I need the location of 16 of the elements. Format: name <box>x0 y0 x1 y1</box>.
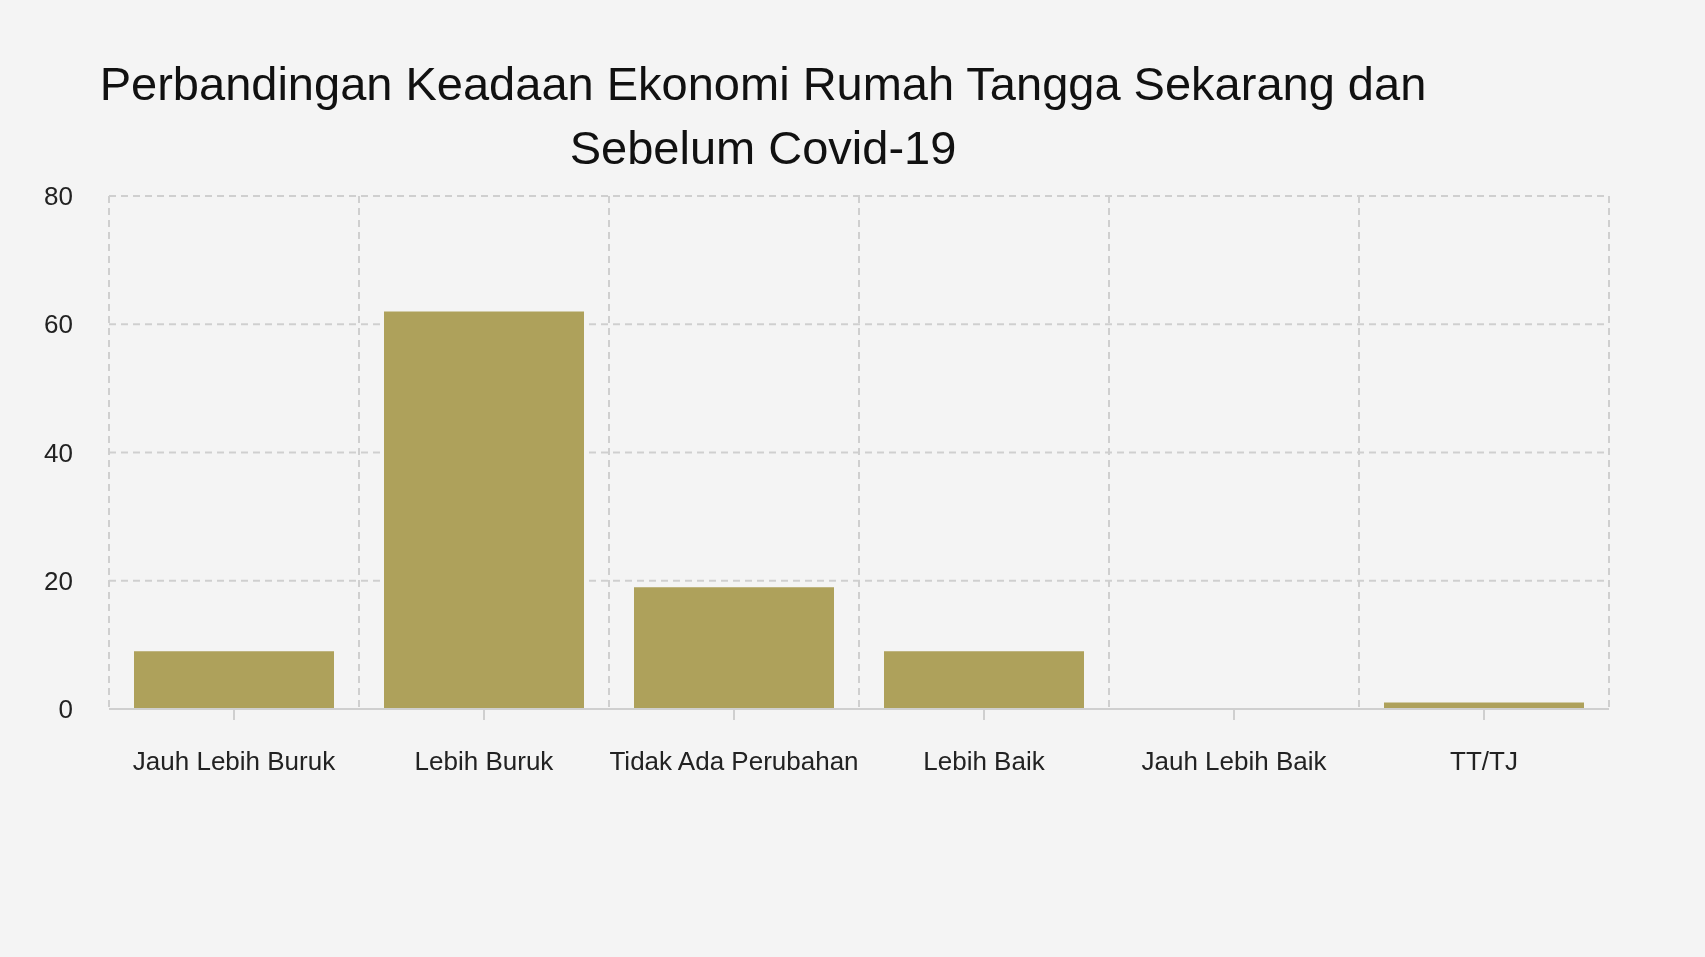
y-tick-label: 60 <box>44 309 73 340</box>
y-tick-label: 20 <box>44 565 73 596</box>
bar <box>134 651 334 709</box>
x-tick-label: Lebih Baik <box>923 746 1046 777</box>
y-tick-label: 40 <box>44 437 73 468</box>
x-tick-label: Tidak Ada Perubahan <box>609 746 859 777</box>
bar <box>884 651 1084 709</box>
x-tick-label: TT/TJ <box>1450 746 1518 777</box>
x-tick-label: Jauh Lebih Baik <box>1141 746 1328 777</box>
y-tick-label: 80 <box>44 181 73 212</box>
bar <box>634 587 834 709</box>
bar <box>384 311 584 709</box>
x-tick-label: Lebih Buruk <box>414 746 555 777</box>
x-tick-label: Jauh Lebih Buruk <box>132 746 337 777</box>
y-tick-label: 0 <box>58 694 73 725</box>
chart-title: Perbandingan Keadaan Ekonomi Rumah Tangga Sekarang dan Sebelum Covid-19 <box>98 56 1428 176</box>
